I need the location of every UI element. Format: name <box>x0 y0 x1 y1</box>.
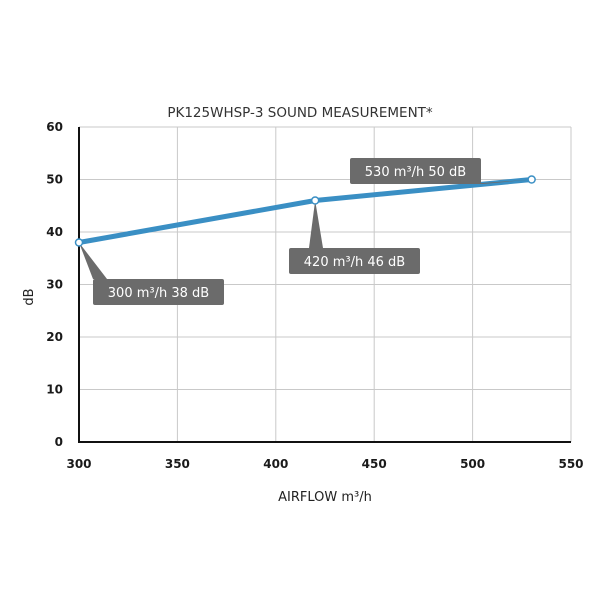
y-tick-label: 20 <box>46 330 63 344</box>
callout-pointer <box>79 242 107 279</box>
series-line <box>76 177 535 245</box>
callout: 420 m³/h 46 dB <box>289 200 420 274</box>
y-tick-label: 60 <box>46 120 63 134</box>
y-tick-label: 10 <box>46 383 63 397</box>
x-tick-label: 500 <box>460 457 485 471</box>
callout: 530 m³/h 50 dB <box>350 158 532 184</box>
y-tick-label: 40 <box>46 225 63 239</box>
x-tick-label: 300 <box>66 457 91 471</box>
x-tick-label: 350 <box>165 457 190 471</box>
data-point <box>310 196 320 205</box>
callouts: 300 m³/h 38 dB 420 m³/h 46 dB 530 m³/h 50 … <box>74 158 536 305</box>
x-axis-label: AIRFLOW m³/h <box>278 490 372 505</box>
y-tick-label: 0 <box>55 435 63 449</box>
data-point <box>74 238 84 247</box>
x-tick-label: 450 <box>362 457 387 471</box>
callout-box <box>93 279 224 305</box>
x-tick-label: 400 <box>263 457 288 471</box>
axes <box>78 127 571 443</box>
y-tick-label: 50 <box>46 173 63 187</box>
y-axis-label: dB <box>22 288 37 305</box>
callout-box <box>289 248 420 274</box>
callout: 300 m³/h 38 dB <box>79 242 224 305</box>
callout-label: 420 m³/h 46 dB <box>304 255 405 270</box>
x-tick-label: 550 <box>558 457 583 471</box>
chart-title: PK125WHSP-3 SOUND MEASUREMENT* <box>167 105 433 121</box>
callout-label: 300 m³/h 38 dB <box>108 286 209 301</box>
callout-label: 530 m³/h 50 dB <box>365 165 466 180</box>
series-line-group <box>76 177 535 245</box>
tick-labels: 300 350 400 450 500 550 0 10 20 30 40 50 60 <box>46 120 583 471</box>
callout-box <box>350 158 481 184</box>
callout-pointer <box>309 200 323 248</box>
data-point <box>527 175 536 184</box>
y-tick-label: 30 <box>46 278 63 292</box>
callout-pointer <box>469 179 532 184</box>
